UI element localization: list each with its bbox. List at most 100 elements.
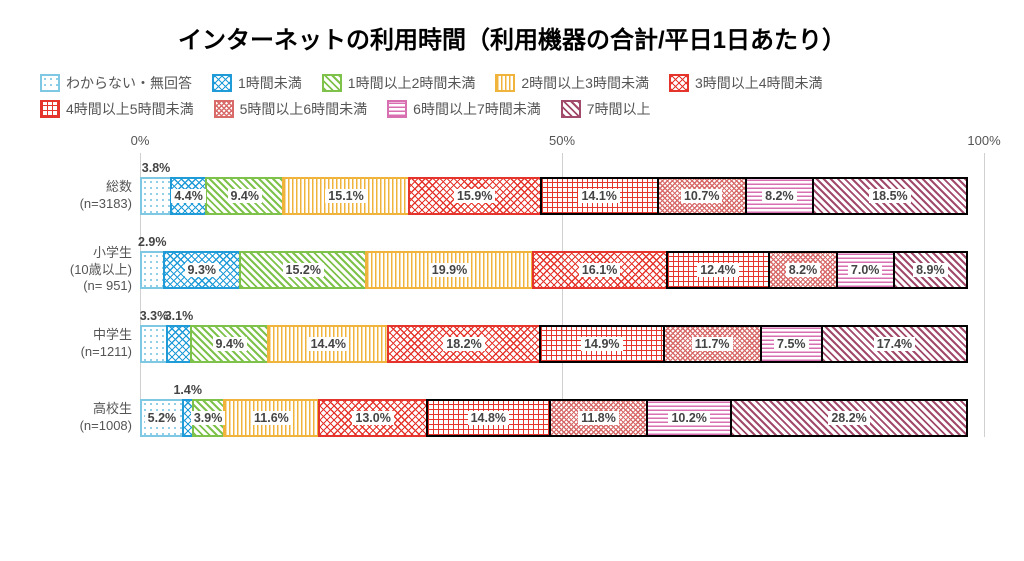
segment-value-label: 9.4% (228, 189, 263, 203)
segment-value-label: 11.6% (251, 411, 292, 425)
axis-tick-label: 0% (131, 133, 150, 148)
legend-label: 2時間以上3時間未満 (521, 73, 649, 93)
bar-segment: 14.4% (267, 325, 389, 363)
legend-label: 4時間以上5時間未満 (66, 99, 194, 119)
bar-row: 総数(n=3183)3.8%4.4%9.4%15.1%15.9%14.1%10.… (140, 177, 984, 215)
segment-value-label: 3.8% (142, 161, 171, 175)
legend-swatch (40, 100, 60, 118)
segment-value-label: 3.1% (165, 309, 194, 323)
bar-segment: 19.9% (365, 251, 533, 289)
segment-value-label: 14.1% (578, 189, 619, 203)
legend-swatch (40, 74, 60, 92)
bar-segment: 8.9% (893, 251, 968, 289)
segment-value-label: 4.4% (171, 189, 206, 203)
bar-segment: 3.9% (192, 399, 225, 437)
legend-item: 6時間以上7時間未満 (387, 99, 541, 119)
row-label: 小学生(10歳以上)(n= 951) (40, 245, 132, 296)
segment-value-label: 15.9% (454, 189, 495, 203)
segment-value-label: 28.2% (828, 411, 869, 425)
legend-swatch (322, 74, 342, 92)
legend-label: 5時間以上6時間未満 (240, 99, 368, 119)
bar-row: 高校生(n=1008)5.2%1.4%3.9%11.6%13.0%14.8%11… (140, 399, 984, 437)
bar-segment: 10.2% (646, 399, 732, 437)
legend-item: 1時間未満 (212, 73, 302, 93)
segment-value-label: 17.4% (874, 337, 915, 351)
segment-value-label: 3.9% (191, 411, 226, 425)
segment-value-label: 5.2% (145, 411, 180, 425)
row-label: 高校生(n=1008) (40, 401, 132, 435)
segment-value-label: 7.5% (774, 337, 809, 351)
chart-area: 0%50%100% 総数(n=3183)3.8%4.4%9.4%15.1%15.… (140, 133, 984, 437)
legend-swatch (387, 100, 407, 118)
bar-segment: 3.8% (140, 177, 172, 215)
segment-value-label: 7.0% (848, 263, 883, 277)
row-label: 総数(n=3183) (40, 179, 132, 213)
legend-label: 1時間以上2時間未満 (348, 73, 476, 93)
segment-value-label: 12.4% (697, 263, 738, 277)
bar-segment: 15.2% (239, 251, 367, 289)
segment-value-label: 9.3% (185, 263, 220, 277)
segment-value-label: 10.7% (681, 189, 722, 203)
axis-tick-label: 100% (967, 133, 1000, 148)
bar-segment: 14.9% (539, 325, 665, 363)
bar-segment: 14.8% (426, 399, 551, 437)
legend-label: わからない・無回答 (66, 73, 192, 93)
segment-value-label: 19.9% (429, 263, 470, 277)
chart-rows: 総数(n=3183)3.8%4.4%9.4%15.1%15.9%14.1%10.… (140, 177, 984, 437)
legend-item: 7時間以上 (561, 99, 651, 119)
legend-item: 2時間以上3時間未満 (495, 73, 649, 93)
bar-segment: 14.1% (540, 177, 659, 215)
legend-item: 5時間以上6時間未満 (214, 99, 368, 119)
legend-label: 7時間以上 (587, 99, 651, 119)
legend-item: 4時間以上5時間未満 (40, 99, 194, 119)
bar-segment: 17.4% (821, 325, 968, 363)
segment-value-label: 14.8% (468, 411, 509, 425)
bar-segment: 18.5% (812, 177, 968, 215)
bar-segment: 11.8% (549, 399, 648, 437)
segment-value-label: 8.2% (762, 189, 797, 203)
bar-segment: 9.3% (163, 251, 242, 289)
bar-segment: 4.4% (170, 177, 207, 215)
axis-tick-label: 50% (549, 133, 575, 148)
legend-swatch (212, 74, 232, 92)
bar-row: 小学生(10歳以上)(n= 951)2.9%9.3%15.2%19.9%16.1… (140, 251, 984, 289)
bar-segment: 8.2% (745, 177, 814, 215)
segment-value-label: 11.8% (578, 411, 619, 425)
legend-swatch (561, 100, 581, 118)
legend-item: 3時間以上4時間未満 (669, 73, 823, 93)
bar-segment: 11.6% (223, 399, 321, 437)
segment-value-label: 8.2% (786, 263, 821, 277)
segment-value-label: 14.9% (581, 337, 622, 351)
stacked-bar: 3.3%3.1%9.4%14.4%18.2%14.9%11.7%7.5%17.4… (140, 325, 984, 363)
bar-segment: 15.9% (408, 177, 542, 215)
legend-label: 1時間未満 (238, 73, 302, 93)
bar-segment: 2.9% (140, 251, 165, 289)
bar-segment: 7.5% (760, 325, 823, 363)
row-label: 中学生(n=1211) (40, 327, 132, 361)
bar-segment: 8.2% (768, 251, 837, 289)
legend-label: 6時間以上7時間未満 (413, 99, 541, 119)
bar-segment: 13.0% (318, 399, 428, 437)
bar-segment: 9.4% (205, 177, 284, 215)
grid-line (984, 153, 985, 437)
bar-segment: 12.4% (666, 251, 771, 289)
bar-segment: 15.1% (282, 177, 409, 215)
chart-legend: わからない・無回答 1時間未満 1時間以上2時間未満 2時間以上3時間未満 3時間以上4… (40, 73, 984, 119)
legend-swatch (214, 100, 234, 118)
bar-segment: 3.1% (166, 325, 192, 363)
bar-segment: 5.2% (140, 399, 184, 437)
stacked-bar: 3.8%4.4% 9.4% 15.1% 15.9% 14.1% 10.7% 8.2% 18.5… (140, 177, 984, 215)
segment-value-label: 16.1% (579, 263, 620, 277)
segment-value-label: 10.2% (668, 411, 709, 425)
segment-value-label: 2.9% (138, 235, 167, 249)
bar-segment: 9.4% (190, 325, 269, 363)
stacked-bar: 2.9% 9.3% 15.2% 19.9% 16.1% 12.4% 8.2% 7.0% 8.9% (140, 251, 984, 289)
segment-value-label: 15.1% (325, 189, 366, 203)
chart-title: インターネットの利用時間（利用機器の合計/平日1日あたり） (40, 20, 984, 55)
segment-value-label: 18.2% (443, 337, 484, 351)
segment-value-label: 8.9% (913, 263, 948, 277)
bar-segment: 11.7% (663, 325, 762, 363)
segment-value-label: 13.0% (352, 411, 393, 425)
segment-value-label: 15.2% (283, 263, 324, 277)
bar-row: 中学生(n=1211)3.3%3.1%9.4%14.4%18.2%14.9%11… (140, 325, 984, 363)
